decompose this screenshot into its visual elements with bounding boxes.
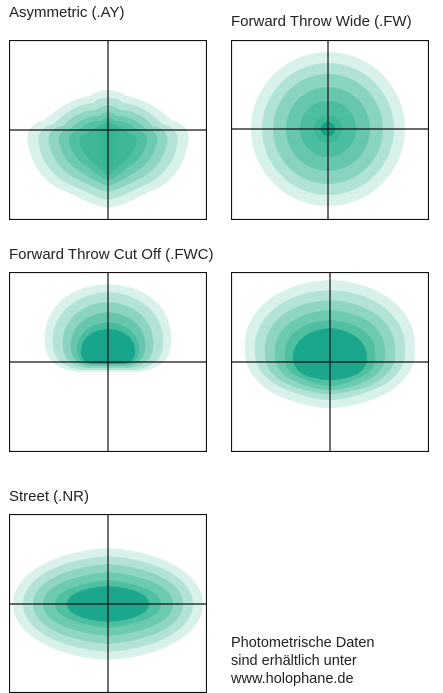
forward-throw-wide-diagram [231, 40, 429, 220]
note-line-2: sind erhältlich unter [231, 653, 357, 669]
forward-throw-wide-label: Forward Throw Wide (.FW) [231, 13, 412, 30]
note-line-3: www.holophane.de [231, 671, 354, 687]
forward-throw-cut-off-diagram-a [9, 272, 207, 452]
street-diagram [9, 514, 207, 693]
street-label: Street (.NR) [9, 488, 90, 505]
photometric-data-note: Photometrische Daten sind erhältlich unt… [231, 634, 374, 688]
forward-throw-cut-off-diagram-b [231, 272, 429, 452]
note-line-1: Photometrische Daten [231, 635, 375, 651]
asymmetric-diagram [9, 40, 207, 220]
forward-throw-cut-off-label: Forward Throw Cut Off (.FWC) [9, 246, 214, 263]
asymmetric-label: Asymmetric (.AY) [9, 4, 125, 21]
